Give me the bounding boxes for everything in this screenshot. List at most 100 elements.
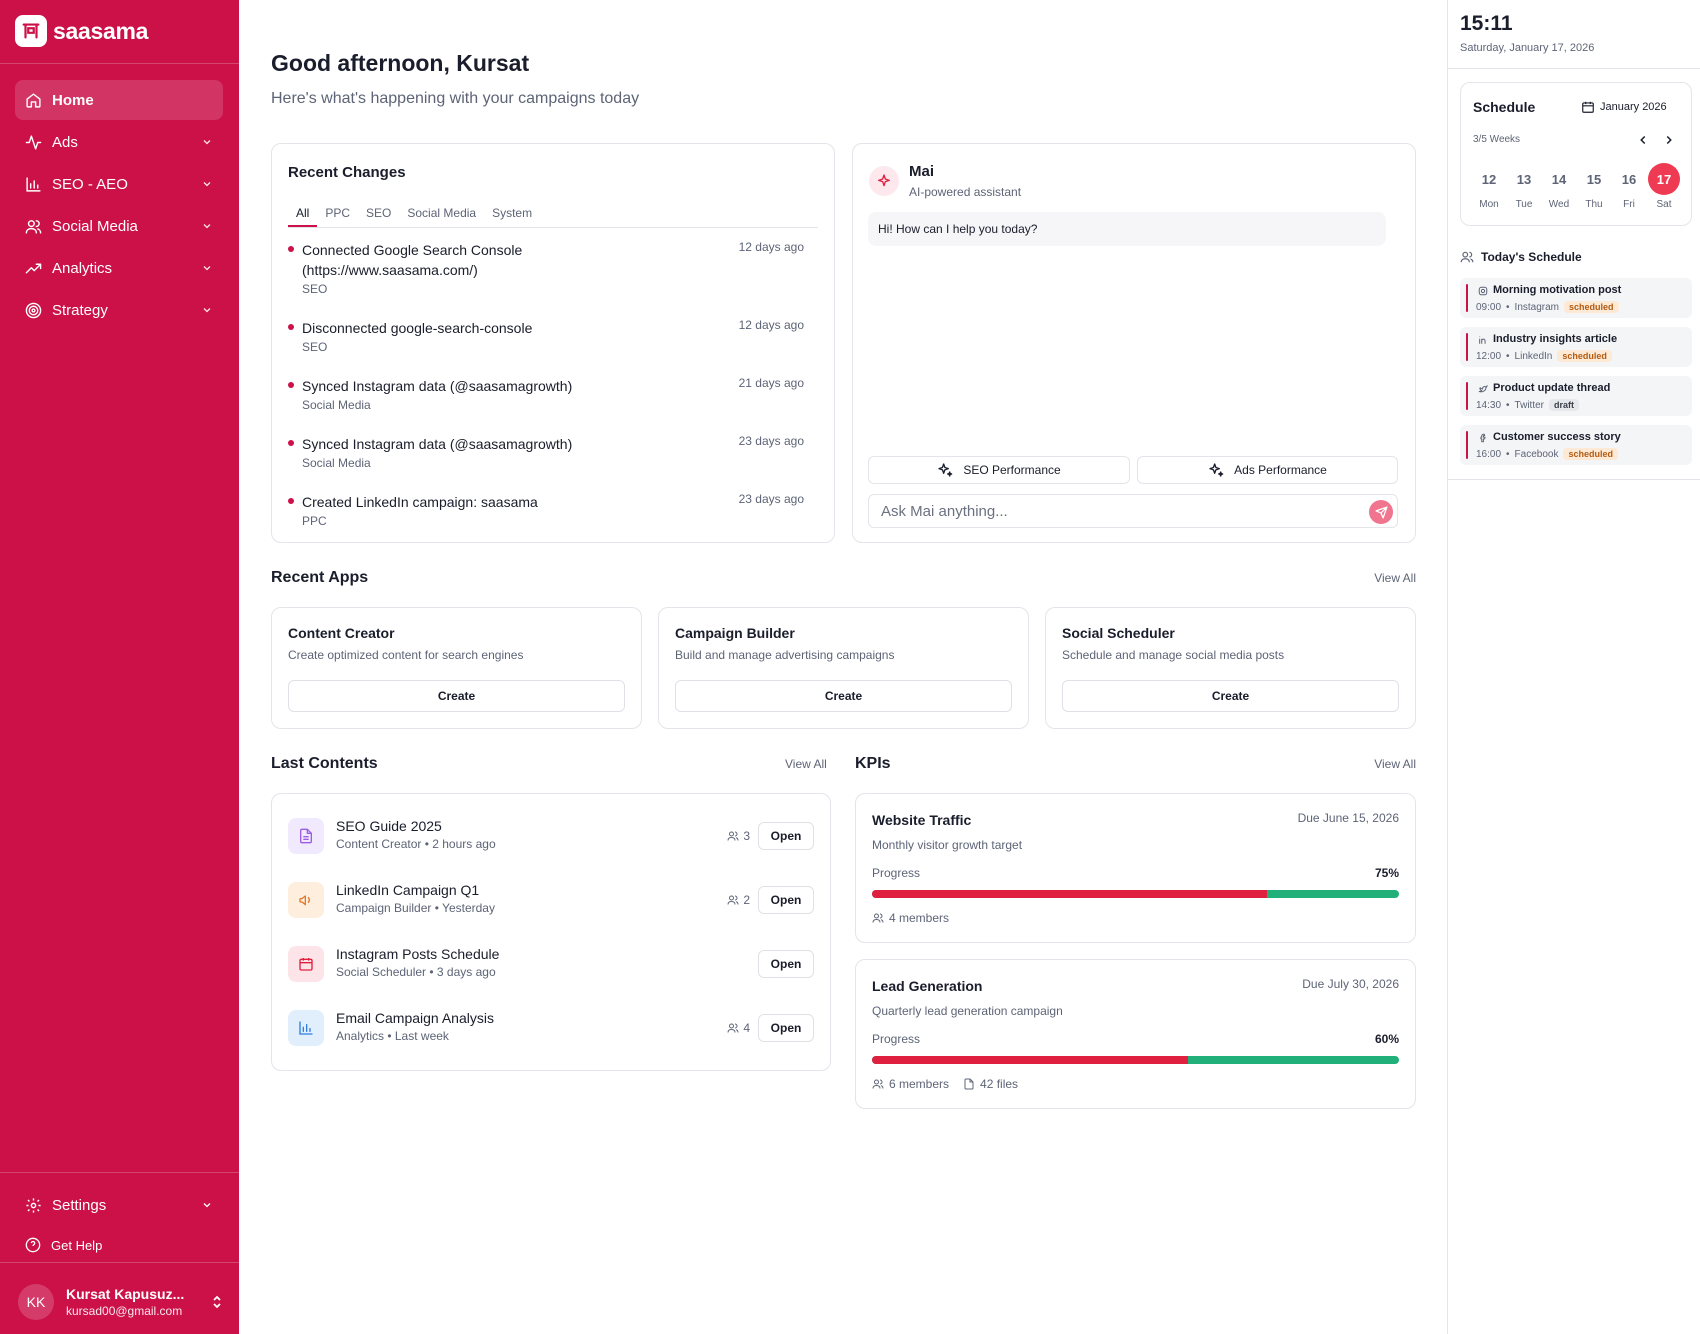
kpi-files: 42 files	[963, 1077, 1018, 1091]
sidebar-nav: Home Ads SEO - AEO Social Media Analytic…	[15, 80, 223, 332]
schedule-card: Schedule January 2026 3/5 Weeks 12 Mon 1…	[1460, 82, 1692, 226]
send-icon	[1374, 505, 1388, 519]
recent-apps-view-all-link[interactable]: View All	[1374, 571, 1416, 585]
kpi-members-text: 6 members	[889, 1077, 950, 1091]
bar-chart-icon	[26, 176, 41, 192]
schedule-event[interactable]: Industry insights article 12:00 • LinkedI…	[1460, 327, 1692, 367]
last-contents-title: Last Contents	[271, 755, 378, 772]
sidebar-item-label: SEO - AEO	[52, 175, 128, 193]
bullet-dot	[288, 440, 294, 446]
recent-changes-title: Recent Changes	[288, 164, 406, 181]
list-item: Email Campaign Analysis Analytics • Last…	[288, 1008, 814, 1048]
month-label: January 2026	[1600, 101, 1667, 113]
create-button[interactable]: Create	[288, 680, 625, 712]
send-button[interactable]	[1369, 500, 1393, 524]
tab-system[interactable]: System	[492, 206, 533, 220]
seo-performance-button[interactable]: SEO Performance	[868, 456, 1130, 484]
day-name: Thu	[1585, 199, 1603, 210]
day-cell[interactable]: 16 Fri	[1613, 163, 1645, 211]
schedule-event[interactable]: Customer success story 16:00 • Facebook s…	[1460, 425, 1692, 465]
panel-divider	[1448, 479, 1700, 480]
sidebar-item-ads[interactable]: Ads	[15, 122, 223, 162]
chevron-left-icon[interactable]	[1636, 133, 1650, 147]
app-title: Campaign Builder	[675, 625, 795, 641]
content-subtitle: Content Creator • 2 hours ago	[336, 837, 496, 851]
open-button[interactable]: Open	[758, 1014, 814, 1042]
change-time: 21 days ago	[738, 376, 804, 390]
day-cell[interactable]: 14 Wed	[1543, 163, 1575, 211]
users-icon	[872, 913, 884, 923]
recent-changes-card: Recent Changes All PPC SEO Social Media …	[271, 143, 835, 543]
logo[interactable]: saasama	[15, 15, 148, 47]
schedule-event[interactable]: Morning motivation post 09:00 • Instagram…	[1460, 278, 1692, 318]
day-cell[interactable]: 13 Tue	[1508, 163, 1540, 211]
change-category: SEO	[302, 340, 328, 354]
open-button[interactable]: Open	[758, 886, 814, 914]
day-name: Mon	[1479, 199, 1499, 210]
sidebar-item-social-media[interactable]: Social Media	[15, 206, 223, 246]
open-button[interactable]: Open	[758, 950, 814, 978]
sidebar-item-analytics[interactable]: Analytics	[15, 248, 223, 288]
month-picker[interactable]: January 2026	[1581, 100, 1667, 114]
users-icon	[25, 219, 42, 234]
event-accent	[1466, 431, 1468, 459]
day-number: 17	[1648, 163, 1680, 195]
members-count: 2	[727, 893, 750, 907]
status-badge: draft	[1549, 399, 1579, 411]
tab-social-media[interactable]: Social Media	[407, 206, 477, 220]
chevron-down-icon	[203, 224, 211, 229]
list-item: SEO Guide 2025 Content Creator • 2 hours…	[288, 816, 814, 856]
kpi-description: Monthly visitor growth target	[872, 838, 1023, 852]
day-name: Wed	[1548, 199, 1570, 210]
ads-performance-button[interactable]: Ads Performance	[1137, 456, 1398, 484]
user-menu[interactable]: KK Kursat Kapusuz... kursad00@gmail.com	[18, 1284, 223, 1320]
chevron-up-down-icon	[213, 1295, 221, 1309]
sidebar-item-seo-aeo[interactable]: SEO - AEO	[15, 164, 223, 204]
event-platform: Facebook	[1514, 448, 1559, 460]
facebook-icon	[1480, 433, 1486, 443]
calendar-icon	[1582, 101, 1594, 113]
create-button[interactable]: Create	[675, 680, 1012, 712]
create-button[interactable]: Create	[1062, 680, 1399, 712]
day-cell[interactable]: 12 Mon	[1473, 163, 1505, 211]
sidebar-item-home[interactable]: Home	[15, 80, 223, 120]
tab-seo[interactable]: SEO	[366, 206, 392, 220]
app-card-social-scheduler: Social Scheduler Schedule and manage soc…	[1045, 607, 1416, 729]
sparkles-icon	[1209, 463, 1224, 477]
avatar: KK	[18, 1284, 54, 1320]
sidebar-item-get-help[interactable]: Get Help	[15, 1235, 223, 1255]
panel-divider	[1448, 68, 1700, 69]
tab-ppc[interactable]: PPC	[325, 206, 351, 220]
sidebar-item-settings[interactable]: Settings	[15, 1195, 223, 1215]
kpi-members: 6 members	[872, 1077, 949, 1091]
sidebar-item-label: Analytics	[52, 259, 113, 277]
home-icon	[26, 92, 41, 108]
event-meta: 16:00 • Facebook scheduled	[1476, 448, 1618, 460]
sidebar-item-strategy[interactable]: Strategy	[15, 290, 223, 330]
change-category: Social Media	[302, 456, 371, 470]
quick-action-label: SEO Performance	[963, 463, 1061, 477]
kpi-card-lead-generation[interactable]: Lead Generation Due July 30, 2026 Quarte…	[855, 959, 1416, 1109]
get-help-label: Get Help	[51, 1237, 103, 1253]
chevron-down-icon	[203, 140, 211, 145]
kpis-view-all-link[interactable]: View All	[1374, 757, 1416, 771]
open-button[interactable]: Open	[758, 822, 814, 850]
kpi-title: Website Traffic	[872, 812, 972, 828]
kpi-card-website-traffic[interactable]: Website Traffic Due June 15, 2026 Monthl…	[855, 793, 1416, 943]
change-text: Synced Instagram data (@saasamagrowth)	[302, 378, 573, 394]
chevron-down-icon	[203, 182, 211, 187]
event-accent	[1466, 333, 1468, 361]
last-contents-view-all-link[interactable]: View All	[785, 757, 827, 771]
chevron-right-icon[interactable]	[1662, 133, 1676, 147]
day-number: 15	[1586, 171, 1602, 187]
schedule-event[interactable]: Product update thread 14:30 • Twitter dra…	[1460, 376, 1692, 416]
day-cell-selected[interactable]: 17 Sat	[1648, 163, 1680, 210]
tab-all[interactable]: All	[288, 206, 318, 227]
mai-input[interactable]: Ask Mai anything...	[868, 494, 1398, 528]
schedule-title: Schedule	[1473, 99, 1536, 115]
content-title: LinkedIn Campaign Q1	[336, 882, 480, 898]
todays-schedule-title: Today's Schedule	[1460, 250, 1582, 264]
target-icon	[25, 302, 42, 318]
app-card-campaign-builder: Campaign Builder Build and manage advert…	[658, 607, 1029, 729]
day-cell[interactable]: 15 Thu	[1578, 163, 1610, 211]
